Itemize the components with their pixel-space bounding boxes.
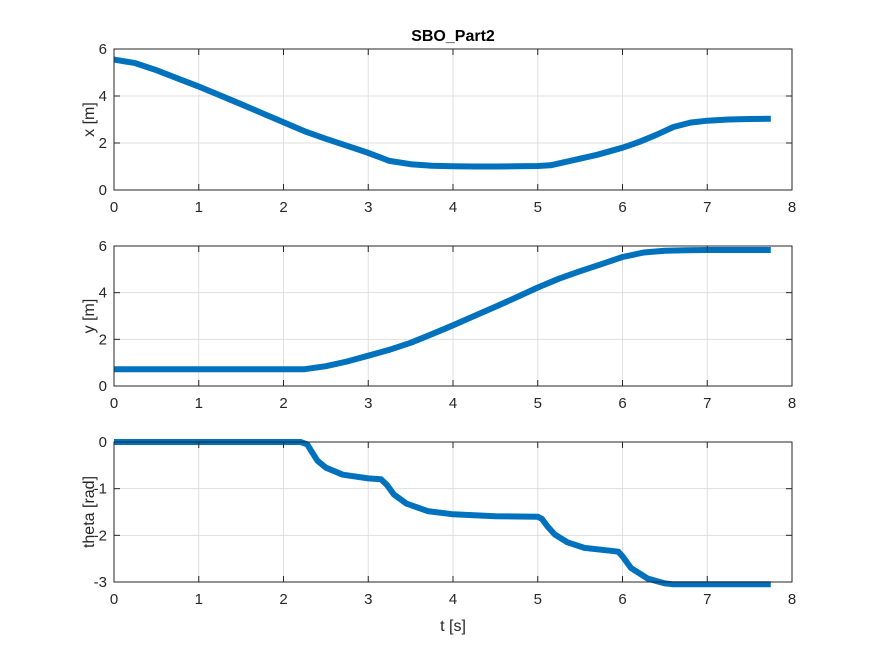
x-tick-label: 4	[449, 395, 457, 412]
y-axis-label: theta [rad]	[81, 476, 98, 548]
chart-title: SBO_Part2	[411, 28, 495, 45]
y-tick-label: 2	[99, 135, 107, 152]
y-tick-label: -3	[94, 574, 107, 591]
x-tick-label: 7	[703, 395, 711, 412]
x-tick-label: 4	[449, 591, 457, 608]
x-tick-label: 5	[534, 199, 542, 216]
x-tick-label: 6	[618, 395, 626, 412]
y-tick-label: -1	[94, 481, 107, 498]
x-tick-label: 2	[279, 199, 287, 216]
series-line-y	[114, 247, 771, 373]
y-tick-label: 0	[99, 378, 107, 395]
x-tick-label: 2	[279, 395, 287, 412]
x-tick-label: 8	[788, 395, 796, 412]
x-tick-label: 0	[110, 395, 118, 412]
x-tick-label: 3	[364, 591, 372, 608]
x-tick-label: 7	[703, 591, 711, 608]
x-tick-label: 0	[110, 591, 118, 608]
y-tick-label: 4	[99, 285, 107, 302]
x-tick-label: 3	[364, 199, 372, 216]
x-axis-label: t [s]	[440, 618, 466, 635]
y-axis-label: y [m]	[81, 299, 98, 334]
subplot-theta: 0 1 2 3 4 5 6 7 8 0 -1 -2 -3 theta [rad] t [s]	[81, 434, 796, 635]
x-tick-label: 1	[195, 199, 203, 216]
x-tick-label: 6	[618, 591, 626, 608]
y-tick-label: 0	[99, 434, 107, 451]
x-tick-label: 8	[788, 591, 796, 608]
x-tick-label: 1	[195, 395, 203, 412]
x-tick-label: 3	[364, 395, 372, 412]
subplot-x: 0 1 2 3 4 5 6 7 8 0 2 4 6 x [m] SBO_Part2	[81, 28, 796, 216]
y-tick-label: 6	[99, 238, 107, 255]
x-tick-label: 1	[195, 591, 203, 608]
y-axis-label: x [m]	[81, 102, 98, 137]
x-tick-label: 0	[110, 199, 118, 216]
subplot-y: 0 1 2 3 4 5 6 7 8 0 2 4 6 y [m]	[81, 238, 796, 412]
x-tick-label: 5	[534, 591, 542, 608]
y-tick-label: 6	[99, 41, 107, 58]
series-line-theta	[114, 439, 771, 588]
x-tick-label: 2	[279, 591, 287, 608]
x-tick-label: 8	[788, 199, 796, 216]
y-tick-label: 4	[99, 88, 107, 105]
x-tick-label: 5	[534, 395, 542, 412]
y-tick-label: 2	[99, 331, 107, 348]
y-tick-label: 0	[99, 182, 107, 199]
y-tick-label: -2	[94, 527, 107, 544]
x-tick-label: 7	[703, 199, 711, 216]
x-tick-label: 4	[449, 199, 457, 216]
series-line-x	[113, 56, 771, 170]
x-tick-label: 6	[618, 199, 626, 216]
